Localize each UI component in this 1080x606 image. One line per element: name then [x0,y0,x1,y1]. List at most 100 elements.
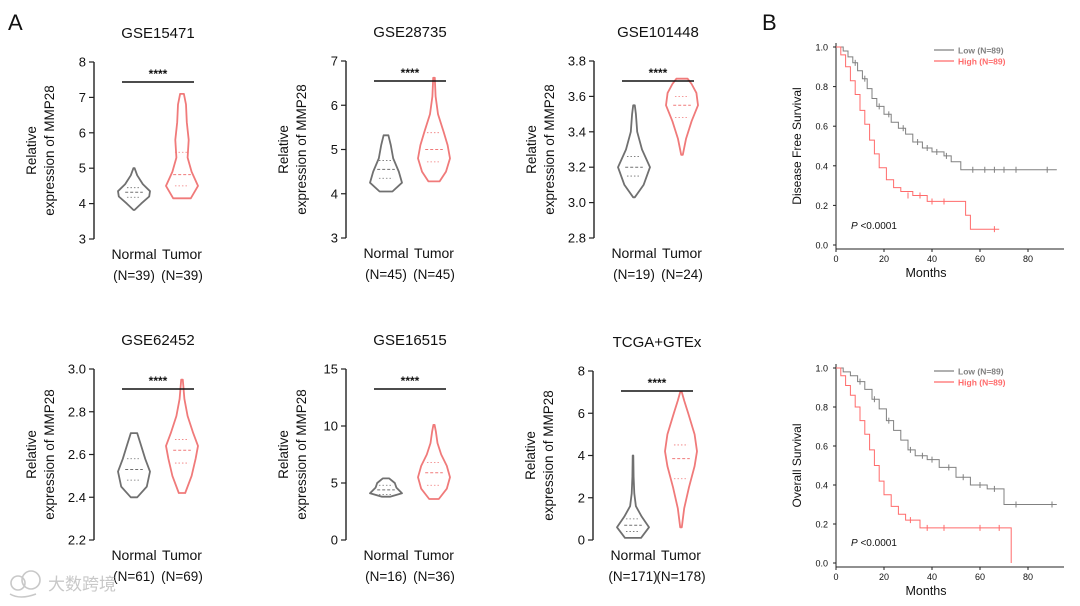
violin-chart-2: GSE28735 3 4 5 6 7 Relative expression of MMP28… [276,24,455,282]
violin-chart-3: GSE101448 2.8 3.0 3.2 3.4 3.6 3.8 Relative expre… [524,24,703,282]
violin-chart-5: GSE16515 0 5 10 15 Relative expression of MMP2… [276,332,455,584]
y-tick-label: 1.0 [815,364,828,374]
y-axis-label: Overall Survival [790,423,804,507]
y-tick-label: 0.2 [815,201,828,211]
x-category-label: Normal [363,245,408,261]
y-axis-label-line1: Relative [24,430,39,479]
km-curve-low [836,367,1057,505]
x-n-label: (N=178) [656,569,705,584]
y-axis-label-line2: expression of MMP28 [294,389,309,520]
x-n-label: (N=39) [161,268,203,283]
violin-tumor [665,77,699,156]
y-tick-label: 3.8 [568,54,586,69]
panel-a-label: A [8,10,23,35]
y-tick-label: 7 [331,54,338,69]
y-tick-label: 3 [331,231,338,246]
y-tick-label: 8 [578,364,585,379]
y-tick-label: 4 [578,448,585,463]
y-tick-label: 2.4 [68,490,86,505]
violin-normal [117,167,151,211]
violin-normal [369,134,403,193]
p-value-text: <0.0001 [858,221,898,232]
p-value-annotation: P <0.0001 [851,538,897,549]
significance-label: **** [401,374,420,388]
significance-label: **** [149,374,168,388]
y-tick-label: 0.8 [815,403,828,413]
chart-title: GSE62452 [121,332,194,349]
x-category-label: Normal [363,547,408,563]
y-axis-label-line1: Relative [523,431,538,480]
y-tick-label: 0.6 [815,122,828,132]
y-tick-label: 6 [79,125,86,140]
y-axis-label-line1: Relative [276,430,291,479]
y-tick-label: 5 [331,476,338,491]
y-tick-label: 3 [79,232,86,247]
y-tick-label: 6 [578,406,585,421]
x-tick-label: 80 [1023,254,1033,264]
chart-title: GSE101448 [617,24,699,41]
x-category-label: Tumor [414,547,454,563]
y-axis-label-line1: Relative [524,125,539,174]
violin-chart-6: TCGA+GTEx 0 2 4 6 8 Relative expression of MMP2… [523,334,706,584]
y-tick-label: 7 [79,90,86,105]
x-tick-label: 40 [927,254,937,264]
chart-title: GSE28735 [373,24,446,41]
y-tick-label: 0.4 [815,161,828,171]
y-tick-label: 0.2 [815,520,828,530]
km-curve-high [836,367,1012,563]
x-tick-label: 60 [975,254,985,264]
x-n-label: (N=171) [608,569,657,584]
y-tick-label: 3.0 [68,362,86,377]
y-tick-label: 4 [79,196,86,211]
y-tick-label: 0.6 [815,442,828,452]
x-axis-label: Months [906,584,947,598]
legend-label-high: High (N=89) [958,57,1006,67]
p-value-symbol: P [851,538,858,549]
y-tick-label: 4 [331,186,338,201]
violin-normal [117,432,151,499]
x-category-label: Tumor [162,246,202,262]
watermark-text: 大数跨境 [48,575,116,594]
y-tick-label: 0 [331,533,338,548]
violin-tumor [664,391,698,529]
x-category-label: Tumor [661,547,701,563]
y-tick-label: 6 [331,98,338,113]
x-n-label: (N=45) [413,267,455,282]
violin-normal [617,104,651,199]
x-tick-label: 0 [833,254,838,264]
y-tick-label: 2.6 [68,447,86,462]
x-category-label: Normal [610,547,655,563]
chart-title: GSE15471 [121,25,194,42]
violin-tumor [417,424,451,500]
x-n-label: (N=19) [613,267,655,282]
chart-title: TCGA+GTEx [613,334,702,351]
x-category-label: Tumor [414,245,454,261]
km-chart-2: 0.0 0.2 0.4 0.6 0.8 1.0 0 20 40 60 80 Months Overall… [790,364,1064,598]
x-tick-label: 80 [1023,572,1033,582]
y-axis-label-line2: expression of MMP28 [42,85,57,216]
y-axis-label-line2: expression of MMP28 [42,389,57,520]
survival-plots: 0.0 0.2 0.4 0.6 0.8 1.0 0 20 40 60 80 Months Disease… [790,43,1064,598]
x-category-label: Tumor [162,547,202,563]
p-value-symbol: P [851,221,858,232]
y-tick-label: 2.8 [68,404,86,419]
x-n-label: (N=45) [365,267,407,282]
y-tick-label: 0.4 [815,481,828,491]
x-n-label: (N=36) [413,569,455,584]
y-tick-label: 3.2 [568,160,586,175]
x-category-label: Normal [111,246,156,262]
violin-normal [369,477,403,498]
y-tick-label: 0 [578,533,585,548]
chart-title: GSE16515 [373,332,446,349]
significance-label: **** [401,66,420,80]
violin-tumor [417,76,451,183]
y-tick-label: 8 [79,55,86,70]
y-axis-label: Disease Free Survival [790,87,804,204]
x-tick-label: 40 [927,572,937,582]
y-axis-label-line2: expression of MMP28 [542,84,557,215]
violin-chart-4: GSE62452 2.2 2.4 2.6 2.8 3.0 Relative expressio… [24,332,203,584]
y-tick-label: 0.0 [815,241,828,251]
y-tick-label: 15 [324,362,338,377]
y-axis-label-line2: expression of MMP28 [294,84,309,215]
